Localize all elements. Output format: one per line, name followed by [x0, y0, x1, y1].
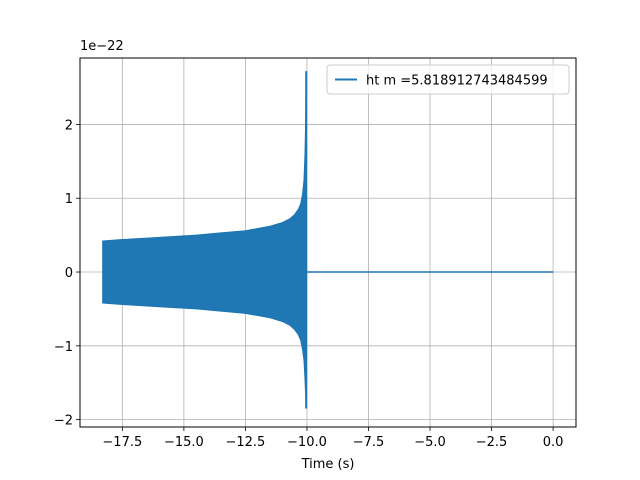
- y-tick-label: 2: [65, 118, 73, 133]
- legend-box: [326, 64, 570, 95]
- x-tick-label: −5.0: [414, 435, 446, 450]
- x-tick-label: −12.5: [225, 435, 265, 450]
- series-layer: [102, 71, 554, 409]
- plot-frame: [79, 57, 577, 428]
- y-axis: −2 −1 0 1 2: [54, 118, 80, 429]
- y-tick-label: −1: [54, 340, 73, 355]
- y-offset-label: 1e−22: [80, 39, 124, 54]
- x-tick-label: −15.0: [164, 435, 204, 450]
- y-tick-label: −2: [54, 414, 73, 429]
- legend-label: ht m =5.818912743484599: [366, 74, 548, 89]
- x-tick-label: −17.5: [102, 435, 142, 450]
- x-tick-label: −2.5: [476, 435, 508, 450]
- x-tick-label: −10.0: [287, 435, 327, 450]
- y-tick-label: 1: [65, 192, 73, 207]
- series-waveform-band: [102, 71, 307, 409]
- legend[interactable]: ht m =5.818912743484599: [326, 64, 570, 95]
- x-axis-label: Time (s): [301, 457, 355, 472]
- x-tick-label: −7.5: [353, 435, 385, 450]
- x-tick-label: 0.0: [543, 435, 564, 450]
- x-axis: −17.5 −15.0 −12.5 −10.0 −7.5 −5.0 −2.5 0.0: [102, 427, 563, 450]
- y-tick-label: 0: [65, 266, 73, 281]
